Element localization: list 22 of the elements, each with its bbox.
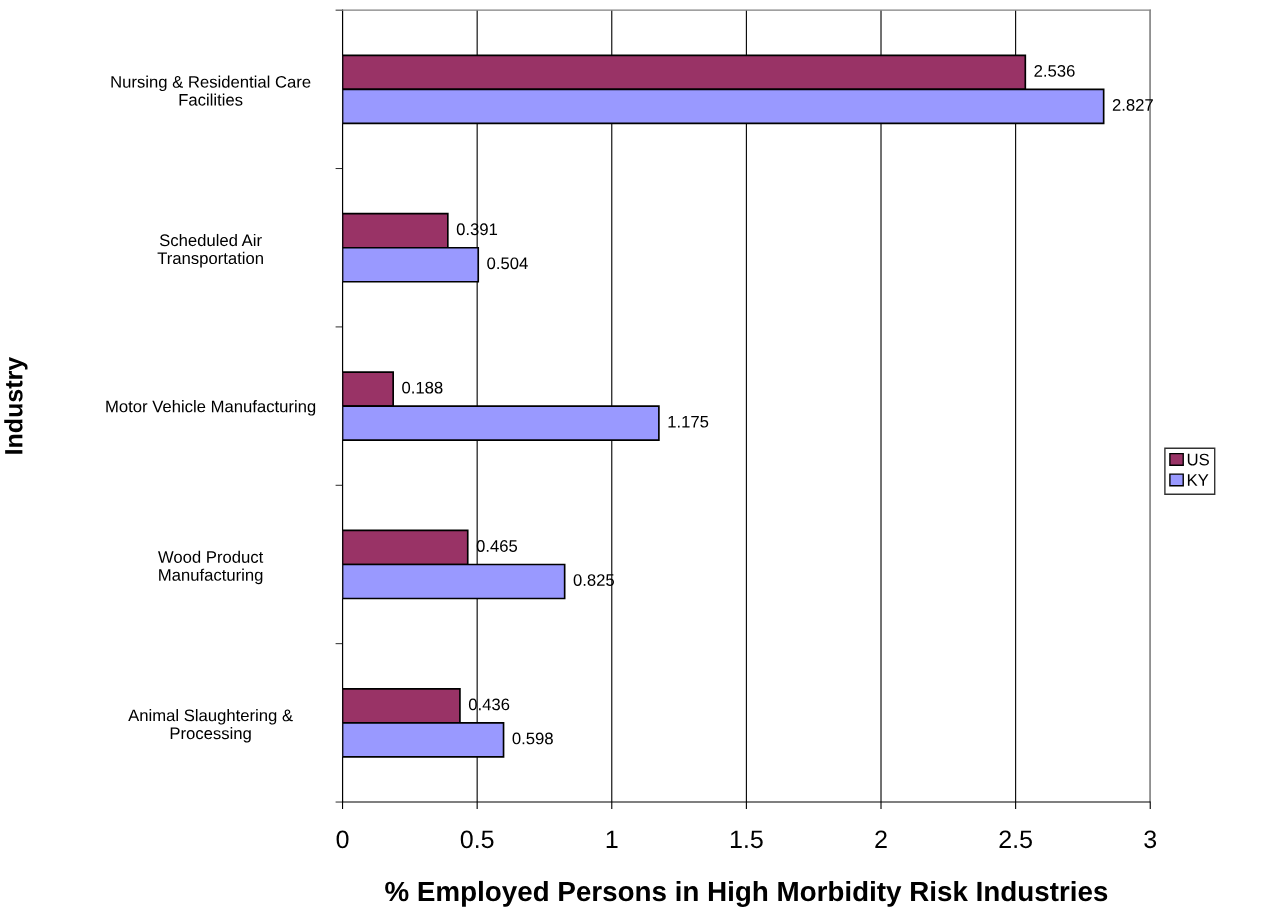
y-tick-label: Nursing & Residential Care Facilities <box>111 75 311 106</box>
x-tick-label: 0 <box>336 830 349 849</box>
x-tick-label: 1 <box>606 830 618 848</box>
x-tick-label: 2.5 <box>999 830 1032 849</box>
data-label: 1.175 <box>668 415 709 428</box>
legend-label: US <box>1187 453 1209 466</box>
data-label: 2.827 <box>1112 99 1153 111</box>
legend-label: KY <box>1187 474 1209 486</box>
x-tick-label: 0.5 <box>460 830 494 849</box>
data-label: 0.188 <box>402 381 443 394</box>
y-tick-label: Scheduled Air Transportation <box>157 233 263 268</box>
x-tick-label: 2 <box>875 830 887 848</box>
y-tick-label: Animal Slaughtering & Processing <box>128 709 293 743</box>
y-tick-label: Wood Product Manufacturing <box>158 550 264 585</box>
x-tick-label: 1.5 <box>730 830 763 849</box>
y-axis-title: Industry <box>4 356 28 454</box>
data-label: 2.536 <box>1034 65 1075 77</box>
data-label: 0.598 <box>512 732 553 745</box>
x-axis-title: % Employed Persons in High Morbidity Risk Industries <box>385 880 1108 907</box>
y-tick-label: Motor Vehicle Manufacturing <box>106 400 316 416</box>
x-tick-label: 3 <box>1144 830 1157 849</box>
data-label: 0.504 <box>487 257 528 270</box>
